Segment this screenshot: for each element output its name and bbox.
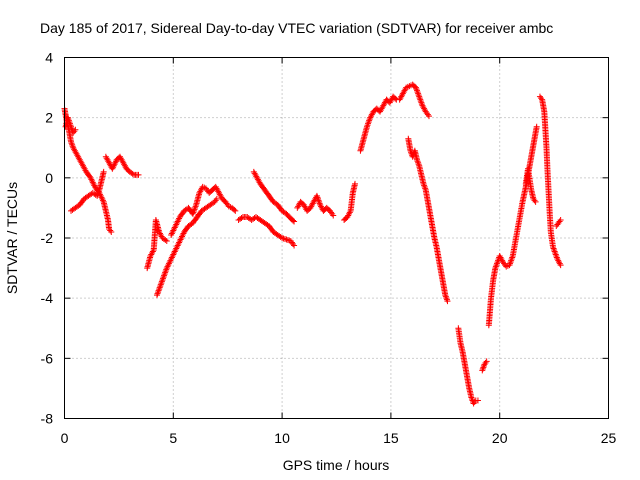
x-tick-label: 10 — [274, 430, 290, 446]
data-point — [107, 227, 114, 234]
data-point — [425, 113, 432, 120]
data-point — [283, 236, 290, 243]
data-point — [100, 168, 107, 175]
data-point — [289, 217, 296, 224]
data-point — [291, 218, 298, 225]
data-point — [284, 237, 291, 244]
data-point — [163, 238, 170, 245]
data-point — [444, 298, 451, 305]
data-point — [474, 397, 481, 404]
series-trace-n — [405, 135, 451, 305]
data-point — [231, 206, 238, 213]
series-trace-t — [553, 216, 564, 229]
series-trace-f — [153, 195, 220, 299]
series-trace-q — [485, 123, 540, 329]
data-point — [232, 207, 239, 214]
x-tick-label: 25 — [601, 430, 617, 446]
data-point — [135, 171, 142, 178]
data-point — [280, 235, 287, 242]
data-point — [351, 180, 358, 187]
series-trace-c — [68, 168, 107, 214]
chart-title: Day 185 of 2017, Sidereal Day-to-day VTE… — [40, 20, 553, 36]
y-tick-label: 4 — [45, 50, 53, 66]
data-point — [213, 195, 220, 202]
data-point — [279, 235, 286, 241]
series-trace-h — [235, 213, 298, 249]
series-trace-m — [396, 81, 432, 120]
data-point — [557, 216, 564, 223]
x-tick-label: 5 — [169, 430, 177, 446]
data-point — [330, 212, 337, 219]
data-point — [162, 237, 169, 244]
data-point — [421, 183, 428, 190]
data-point — [415, 159, 422, 166]
series-trace-a — [61, 105, 115, 235]
gridlines — [64, 57, 609, 419]
data-points — [61, 81, 564, 407]
series-trace-b — [62, 114, 79, 136]
data-point — [108, 228, 115, 235]
y-tick-label: -4 — [41, 290, 54, 306]
y-tick-label: -8 — [41, 411, 54, 427]
y-tick-label: -6 — [41, 350, 54, 366]
y-tick-labels: -8 -6 -4 -2 0 2 4 — [41, 50, 54, 427]
series-trace-k — [341, 180, 358, 223]
data-point — [532, 198, 539, 205]
data-point — [533, 123, 540, 130]
series-trace-e — [144, 216, 170, 272]
data-point — [557, 262, 564, 269]
series-trace-s — [536, 93, 564, 269]
series-trace-i — [250, 168, 298, 225]
series-trace-o — [455, 325, 481, 407]
series-trace-d — [102, 153, 142, 178]
y-tick-label: -2 — [41, 230, 54, 246]
series-trace-p — [479, 358, 490, 374]
y-axis-label: SDTVAR / TECUs — [4, 182, 20, 294]
data-point — [392, 95, 399, 102]
data-point — [291, 242, 298, 249]
x-tick-label: 15 — [383, 430, 399, 446]
x-tick-labels: 0 5 10 15 20 25 — [61, 430, 617, 446]
data-point — [483, 358, 490, 365]
series-trace-g — [168, 183, 239, 238]
data-point — [238, 214, 245, 221]
data-point — [72, 126, 79, 133]
x-tick-label: 20 — [492, 430, 508, 446]
plot-frame — [64, 57, 609, 419]
data-point — [210, 199, 217, 206]
y-tick-label: 0 — [45, 170, 53, 186]
series-trace-j — [294, 192, 337, 219]
series-trace-r — [522, 165, 539, 205]
data-point — [443, 295, 450, 302]
y-tick-label: 2 — [45, 110, 53, 126]
data-point — [282, 236, 289, 243]
x-axis-label: GPS time / hours — [283, 457, 390, 473]
series-trace-l — [357, 93, 400, 154]
x-tick-label: 0 — [61, 430, 69, 446]
data-point — [129, 170, 136, 177]
